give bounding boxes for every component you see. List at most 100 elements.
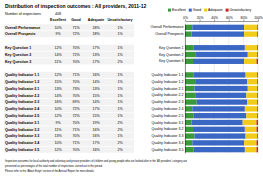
bar-segment	[257, 52, 258, 57]
y-tick-label: Quality Indicator 2.5	[152, 114, 184, 118]
bar-segment	[244, 25, 257, 30]
bar-segment	[185, 133, 194, 138]
bar-segment	[185, 45, 194, 50]
bar-segment	[192, 140, 244, 145]
x-tick: 80%	[241, 16, 248, 21]
bar-segment	[245, 147, 257, 152]
table-row-label: Quality Indicator 1.2	[5, 80, 39, 84]
table-cell: 70%	[72, 148, 80, 152]
y-axis-line	[185, 25, 186, 154]
bar-segment	[185, 99, 197, 104]
grid	[185, 21, 258, 153]
table-row-label: Key Question 1	[5, 46, 31, 50]
table-row-label: Quality Indicator 2.5	[5, 114, 39, 118]
table-cell: 14%	[54, 94, 62, 98]
x-axis-line	[186, 21, 259, 22]
bar-segment	[192, 25, 244, 30]
table-cell: 9%	[55, 121, 61, 125]
bar-segment	[257, 133, 258, 138]
table-row-label: Overall Prospects	[5, 32, 36, 36]
table-cell: 72%	[72, 53, 80, 57]
table-cell: 13%	[92, 87, 100, 91]
table-row-bg	[4, 31, 134, 37]
x-tick: 100%	[254, 16, 263, 21]
legend-swatch	[189, 9, 192, 12]
table-cell: 69%	[72, 100, 80, 104]
y-tick-label: Quality Indicator 3.2	[152, 127, 184, 131]
table-row-label: Overall Performance	[5, 26, 40, 30]
table-cell: 1%	[117, 100, 123, 104]
y-axis: Overall PerformanceOverall ProspectsKey …	[151, 25, 186, 154]
table-row-bg	[4, 58, 134, 64]
y-tick-label: Key Question 2	[159, 53, 184, 57]
bar-segment	[246, 133, 258, 138]
y-tick: Quality Indicator 2.1	[152, 87, 184, 91]
bars	[185, 25, 258, 153]
legend-label: Good	[193, 8, 201, 12]
table-cell: 2%	[117, 60, 123, 64]
bar-segment	[192, 31, 245, 36]
table-cell: 19%	[92, 121, 100, 125]
bar-segment	[257, 31, 258, 36]
title: Distribution of inspection outcomes : Al…	[5, 3, 146, 9]
bar-segment	[192, 106, 245, 111]
table-cell: 70%	[72, 46, 80, 50]
table-cell: 16%	[92, 148, 100, 152]
table-cell: 10%	[54, 26, 62, 30]
table-cell: 1%	[117, 94, 123, 98]
bar-segment	[246, 113, 257, 118]
y-tick: Quality Indicator 2.3	[152, 100, 184, 104]
bar-segment	[247, 79, 257, 84]
table-cell: 13%	[54, 134, 62, 138]
table-cell: 73%	[72, 87, 80, 91]
table-cell: 16%	[92, 73, 100, 77]
table-row-bg	[4, 24, 134, 30]
bar-segment	[257, 59, 258, 64]
bar-segment	[185, 72, 194, 77]
y-tick: Quality Indicator 3.1	[152, 121, 184, 125]
table-cell: 12%	[54, 46, 62, 50]
bar-segment	[257, 72, 258, 77]
y-tick-label: Quality Indicator 3.1	[152, 121, 184, 125]
bar-segment	[185, 52, 195, 57]
bar-segment	[196, 79, 247, 84]
note: presented as percentages of the total nu…	[5, 164, 103, 168]
note: Inspection outcomes for local authority …	[5, 159, 187, 163]
bar-segment	[257, 45, 258, 50]
table-cell: 11%	[55, 60, 63, 64]
table-cell: 1%	[117, 46, 123, 50]
table-cell: 16%	[92, 128, 100, 132]
y-tick-label: Key Question 3	[159, 59, 184, 63]
table-cell: 70%	[72, 80, 80, 84]
table-cell: 71%	[72, 141, 80, 145]
table-row-bg	[4, 126, 134, 132]
table-row-label: Quality Indicator 2.4	[5, 107, 39, 111]
x-tick-label: 0%	[183, 16, 188, 20]
table-cell: 9%	[55, 32, 61, 36]
table-cell: 72%	[72, 107, 80, 111]
table-cell: 16%	[92, 134, 100, 138]
inspections-label: Number of inspections	[5, 12, 41, 16]
table-cell: 12%	[54, 114, 62, 118]
bar-segment	[193, 127, 245, 132]
table-cell: 2%	[117, 141, 123, 145]
bar-segment	[185, 147, 194, 152]
table-cell: 1%	[117, 114, 123, 118]
table-row-label: Quality Indicator 2.3	[5, 100, 39, 104]
table-cell: 13%	[92, 53, 100, 57]
table-cell: 15%	[54, 80, 62, 84]
table-row-label: Quality Indicator 3.4	[5, 141, 39, 145]
bar-segment	[257, 113, 258, 118]
table-cell: 10%	[54, 141, 62, 145]
bar-segment	[244, 31, 257, 36]
y-tick: Overall Performance	[151, 25, 184, 29]
legend-label: Excellent	[172, 8, 186, 12]
table-header: Unsatisfactory	[108, 18, 133, 22]
grid-line	[258, 21, 259, 153]
table-cell: 18%	[92, 26, 100, 30]
table-cell: 70%	[72, 121, 80, 125]
bar-segment	[248, 52, 257, 57]
table-cell: 1%	[117, 134, 123, 138]
bar-segment	[185, 79, 196, 84]
y-tick: Key Question 1	[159, 46, 184, 50]
